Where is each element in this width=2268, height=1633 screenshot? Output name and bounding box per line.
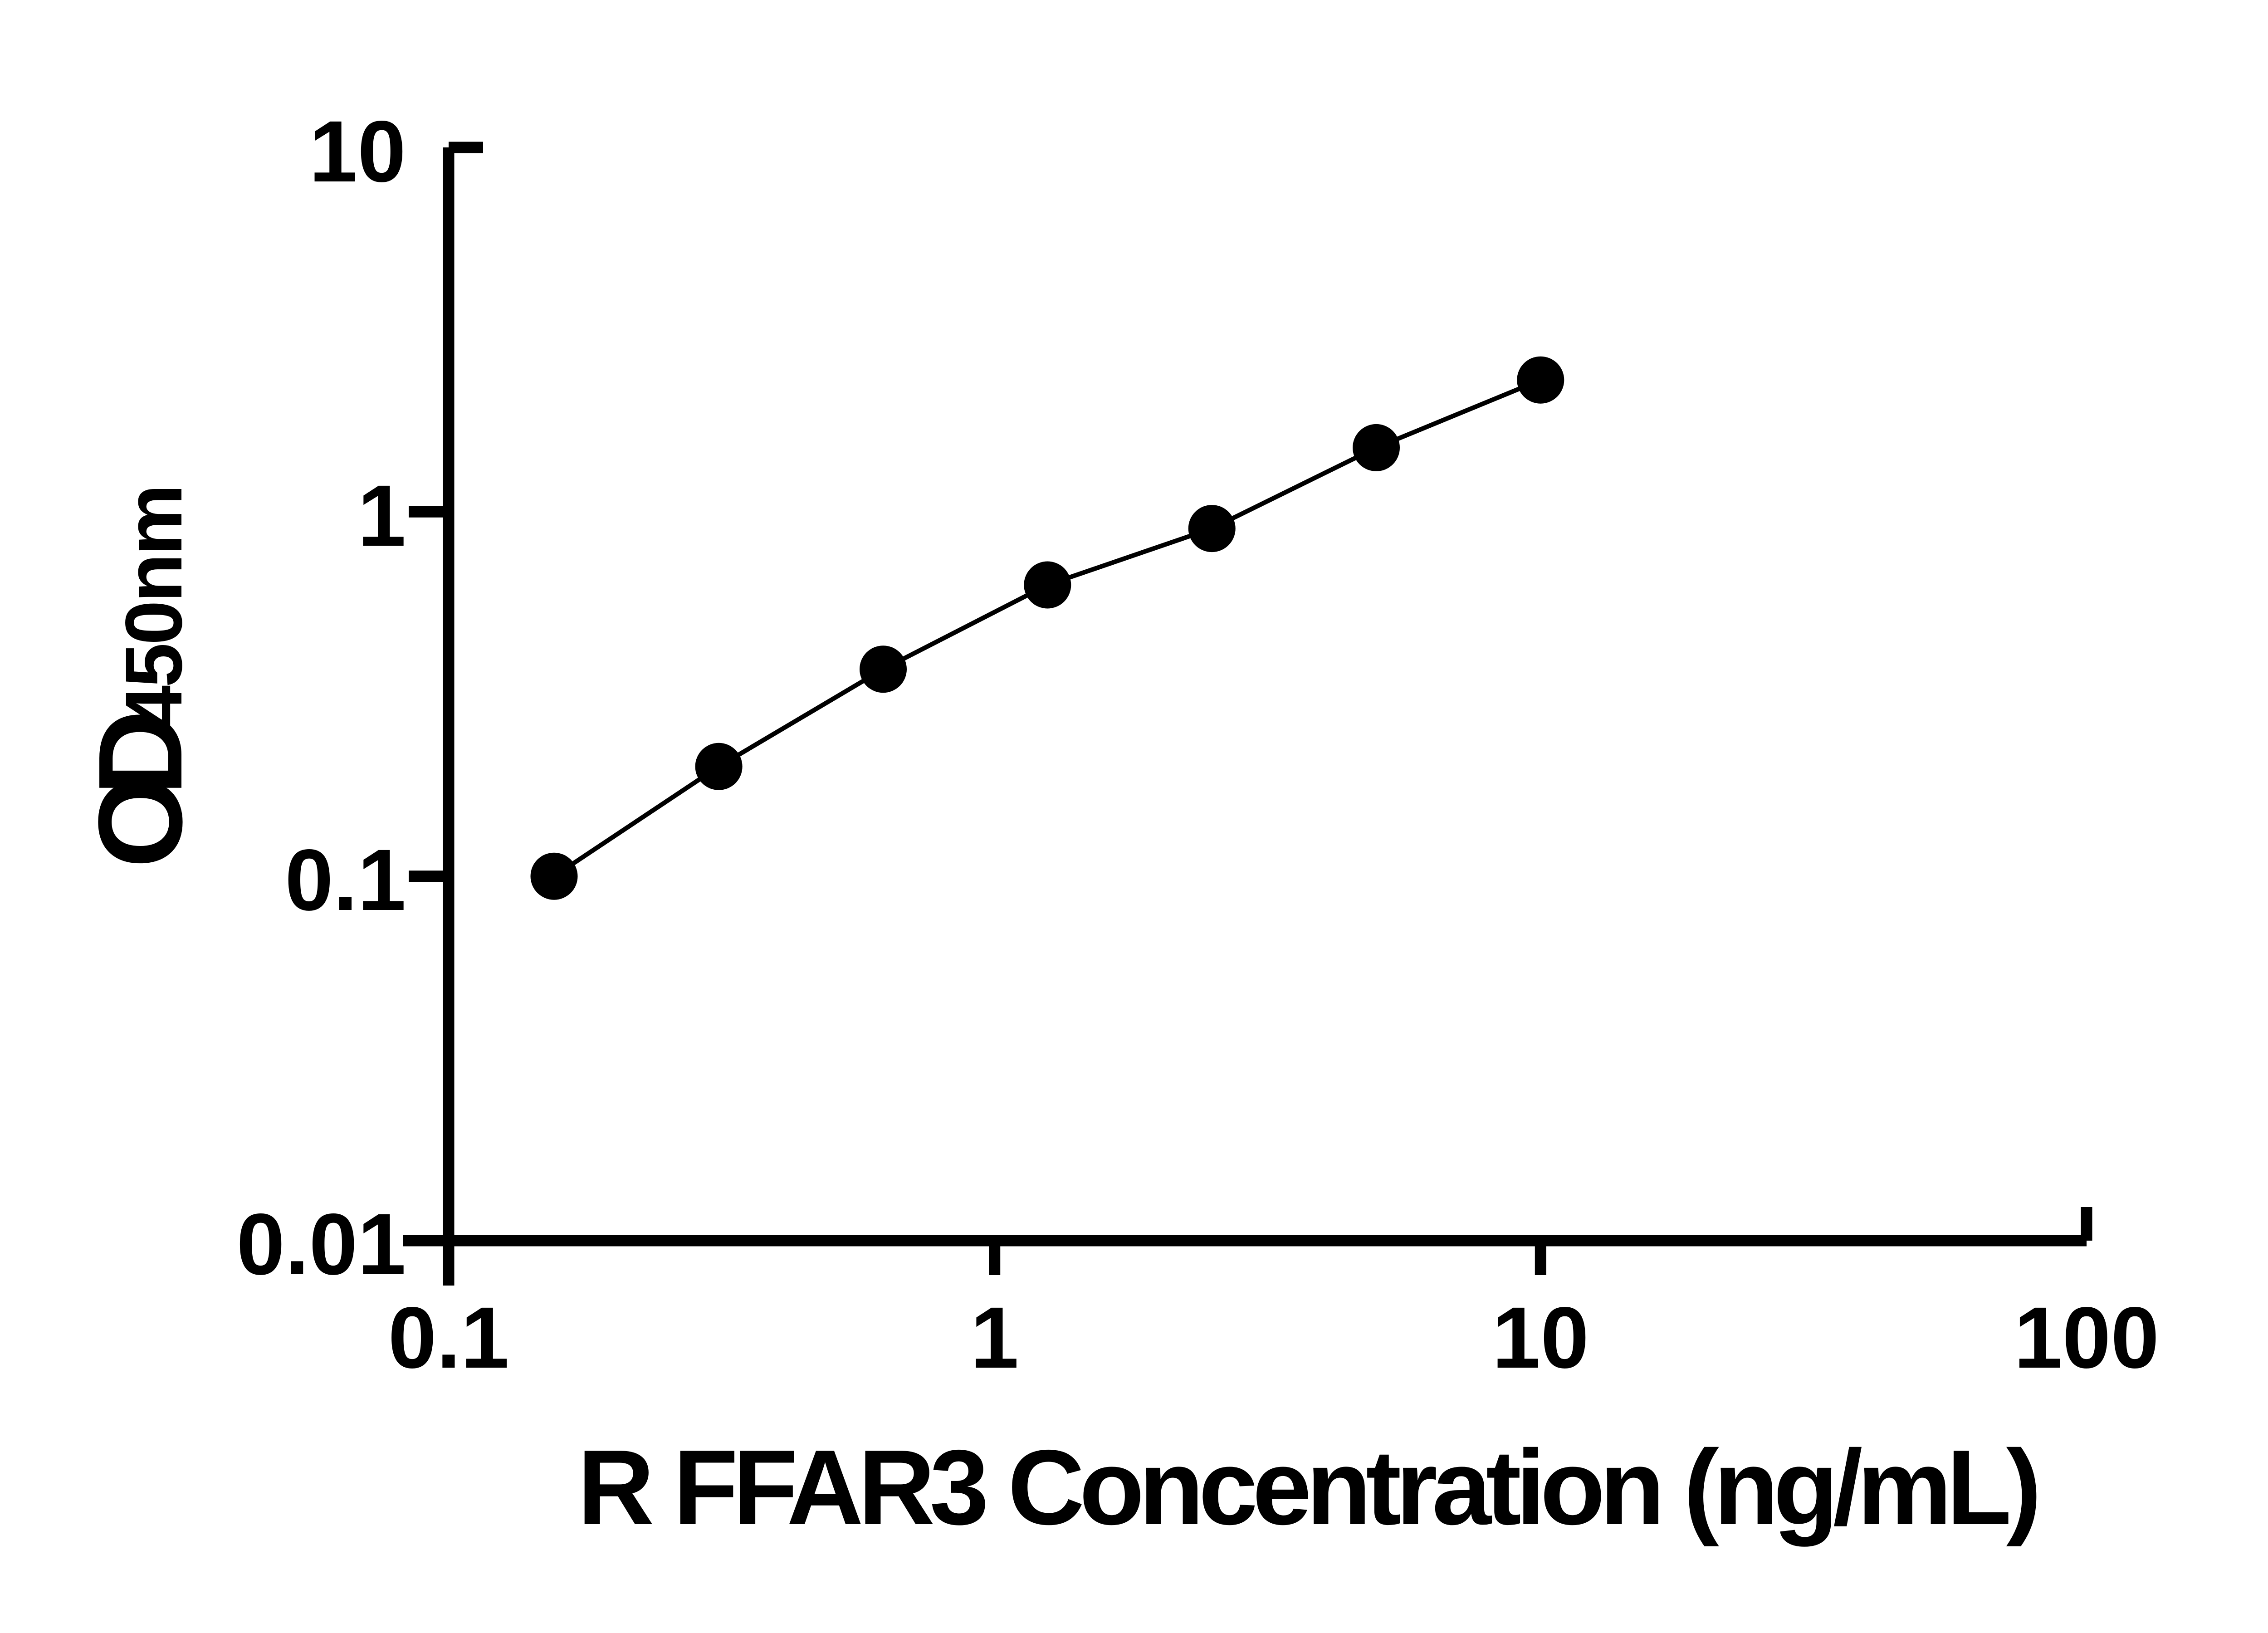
svg-text:0.01: 0.01 bbox=[236, 1195, 406, 1293]
svg-text:100: 100 bbox=[2014, 1289, 2159, 1386]
svg-text:10: 10 bbox=[309, 103, 406, 200]
svg-text:1: 1 bbox=[970, 1289, 1019, 1386]
svg-text:1: 1 bbox=[357, 467, 406, 564]
svg-text:0.1: 0.1 bbox=[388, 1289, 509, 1386]
svg-text:0.1: 0.1 bbox=[285, 831, 406, 929]
svg-text:10: 10 bbox=[1492, 1289, 1589, 1386]
svg-text:R FFAR3 Concentration (ng/mL): R FFAR3 Concentration (ng/mL) bbox=[577, 1428, 2037, 1547]
